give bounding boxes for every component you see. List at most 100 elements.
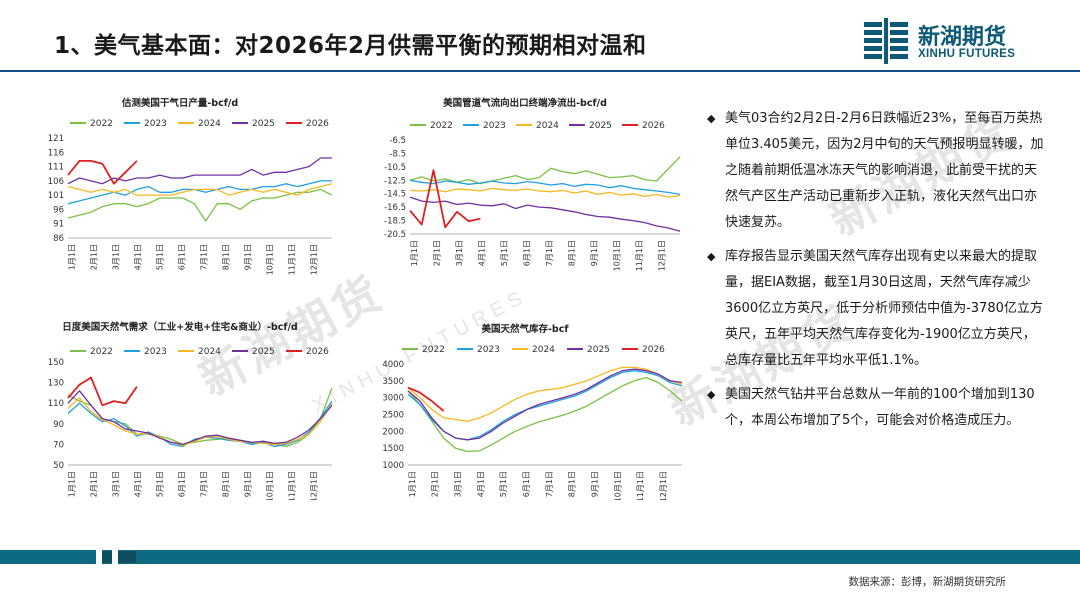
x-tick-label: 7月1日 (200, 244, 209, 270)
x-tick-label: 12月1日 (310, 471, 319, 500)
series-line-2023 (67, 180, 332, 205)
x-tick-label: 8月1日 (222, 471, 231, 497)
x-tick-label: 8月1日 (222, 244, 231, 270)
x-tick-label: 6月1日 (178, 244, 187, 270)
y-tick-label: -6.5 (389, 136, 406, 146)
series-line-2024 (409, 187, 681, 198)
legend-label: 2025 (252, 347, 275, 357)
chart-demand: 日度美国天然气需求（工业+发电+住宅&商业）-bcf/d 2022 2023 2024… (30, 320, 350, 502)
x-tick-label: 4月1日 (477, 240, 486, 266)
y-tick-label: 110 (48, 399, 64, 409)
x-tick-label: 11月1日 (635, 240, 644, 271)
bullet-item: ◆ 库存报告显示美国天然气库存出现有史以来最大的提取量，据EIA数据，截至1月3… (707, 244, 1047, 374)
x-tick-label: 10月1日 (613, 471, 622, 500)
series-line-2026 (409, 169, 481, 229)
series-line-2022 (67, 188, 333, 222)
footer-block (118, 551, 136, 563)
x-tick-label: 7月1日 (200, 471, 209, 497)
bullet-text: 美国天然气钻井平台总数从一年前的100个增加到130个，本周公布增加了5个，可能… (725, 387, 1035, 428)
chart-title: 估测美国干气日产量-bcf/d (121, 97, 238, 109)
x-tick-label: 7月1日 (545, 240, 554, 266)
y-tick-label: 116 (48, 148, 64, 158)
x-tick-label: 12月1日 (657, 240, 666, 271)
y-tick-label: -20.5 (384, 230, 406, 240)
x-tick-label: 4月1日 (134, 471, 143, 497)
x-tick-label: 6月1日 (522, 471, 531, 497)
series-line-2024 (67, 397, 333, 447)
y-tick-label: -12.5 (384, 176, 406, 186)
y-tick-label: -14.5 (384, 190, 406, 200)
legend-label: 2022 (90, 347, 113, 357)
x-tick-label: 10月1日 (612, 240, 621, 271)
y-tick-label: 1000 (382, 461, 404, 471)
y-tick-label: 2000 (382, 427, 404, 437)
chart-lng: 美国管道气流向出口终端净流出-bcf/d 2022 2023 2024 2025 2026… (360, 96, 690, 286)
legend-label: 2022 (90, 119, 113, 129)
production-chart-svg: 估测美国干气日产量-bcf/d 2022 2023 2024 2025 2026 121 11… (48, 97, 333, 275)
legend-label: 2023 (144, 119, 167, 129)
diamond-bullet-icon: ◆ (707, 112, 716, 125)
series-line-2025 (67, 157, 332, 185)
legend-label: 2026 (306, 119, 329, 129)
chart-title: 日度美国天然气需求（工业+发电+住宅&商业）-bcf/d (62, 321, 297, 333)
commentary: ◆ 美气03合约2月2日-2月6日跌幅近23%，至每百万英热单位3.405美元，… (707, 106, 1047, 442)
chart-production: 估测美国干气日产量-bcf/d 2022 2023 2024 2025 2026 121 11… (30, 96, 350, 286)
page-title: 1、美气基本面：对2026年2月供需平衡的预期相对温和 (54, 33, 647, 59)
y-tick-label: 96 (53, 205, 64, 215)
series-line-2025 (67, 390, 333, 446)
x-tick-label: 10月1日 (266, 471, 275, 500)
x-tick-label: 2月1日 (431, 471, 440, 497)
y-tick-label: 101 (48, 191, 64, 201)
x-tick-label: 11月1日 (288, 471, 297, 500)
legend-label: 2026 (642, 121, 665, 131)
y-tick-label: 91 (53, 220, 64, 230)
diamond-bullet-icon: ◆ (707, 250, 716, 263)
legend-label: 2023 (144, 347, 167, 357)
x-tick-label: 4月1日 (134, 244, 143, 270)
series-line-2024 (407, 366, 683, 422)
legend-label: 2023 (477, 345, 500, 355)
y-tick-label: 121 (48, 134, 64, 144)
x-tick-label: 3月1日 (112, 471, 121, 497)
y-tick-label: 3500 (382, 377, 404, 387)
x-tick-label: 1月1日 (410, 240, 419, 266)
diamond-bullet-icon: ◆ (707, 388, 716, 401)
x-tick-label: 5月1日 (156, 471, 165, 497)
legend-label: 2024 (198, 347, 221, 357)
x-tick-label: 6月1日 (522, 240, 531, 266)
x-tick-label: 4月1日 (476, 471, 485, 497)
x-tick-label: 3月1日 (112, 244, 121, 270)
y-tick-label: 1500 (382, 444, 404, 454)
y-tick-label: 2500 (382, 411, 404, 421)
y-tick-label: 50 (53, 461, 64, 471)
x-tick-label: 1月1日 (68, 471, 77, 497)
x-tick-label: 11月1日 (288, 244, 297, 275)
legend-label: 2024 (198, 119, 221, 129)
x-tick-label: 12月1日 (659, 471, 668, 500)
x-tick-label: 7月1日 (545, 471, 554, 497)
series-line-2023 (409, 179, 681, 196)
bullet-text: 美气03合约2月2日-2月6日跌幅近23%，至每百万英热单位3.405美元，因为… (725, 111, 1044, 230)
logo-en-text: XINHU FUTURES (918, 48, 1016, 60)
legend-label: 2024 (532, 345, 555, 355)
y-tick-label: 3000 (382, 394, 404, 404)
xinhu-logo-icon (864, 18, 908, 64)
series-line-2023 (407, 370, 683, 441)
x-tick-label: 10月1日 (266, 244, 275, 275)
x-tick-label: 6月1日 (178, 471, 187, 497)
x-tick-label: 2月1日 (90, 471, 99, 497)
legend-label: 2025 (252, 119, 275, 129)
title-divider (0, 70, 1080, 72)
y-tick-label: 111 (48, 163, 64, 173)
legend-label: 2023 (483, 121, 506, 131)
y-tick-label: 86 (53, 234, 64, 244)
series-line-2025 (407, 368, 683, 441)
footer-block (102, 551, 112, 563)
storage-chart-svg: 美国天然气库存-bcf 2022 2023 2024 2025 2026 4000 3500 3… (382, 323, 683, 502)
series-line-2026 (407, 386, 445, 412)
legend-label: 2026 (642, 345, 665, 355)
x-tick-label: 11月1日 (636, 471, 645, 500)
series-line-2025 (409, 196, 681, 232)
x-tick-label: 8月1日 (568, 471, 577, 497)
y-tick-label: -16.5 (384, 203, 406, 213)
